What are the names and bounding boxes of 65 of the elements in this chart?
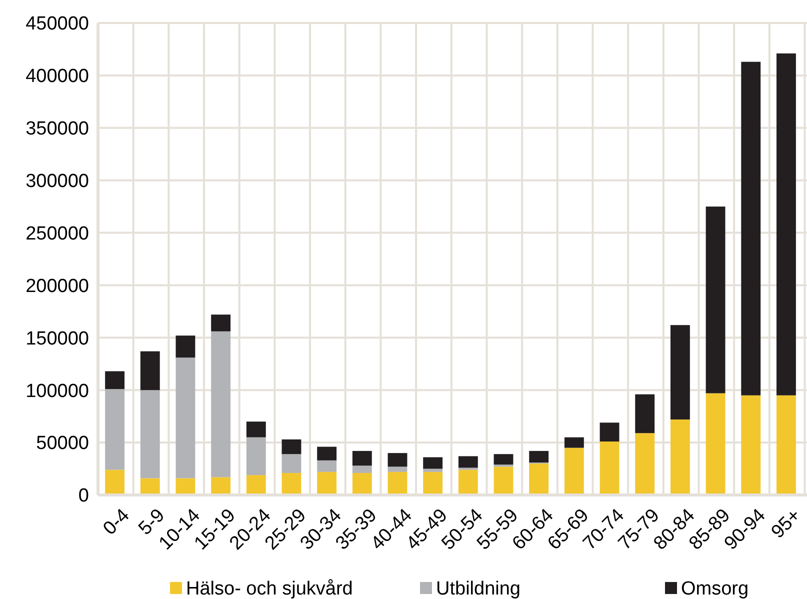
bar — [211, 477, 231, 495]
bar — [246, 475, 266, 495]
bar — [600, 422, 620, 442]
bar — [105, 470, 125, 495]
bar — [352, 450, 372, 466]
bar — [670, 419, 690, 495]
bar — [706, 393, 726, 495]
bar — [282, 439, 302, 454]
bar — [388, 453, 408, 467]
bar — [776, 395, 796, 495]
bar — [423, 468, 443, 472]
bar — [529, 464, 549, 495]
bar — [105, 389, 125, 470]
y-tick-label: 200000 — [26, 276, 89, 297]
y-tick-label: 150000 — [26, 328, 89, 350]
y-tick-label: 0 — [78, 486, 89, 507]
legend-label: Hälso- och sjukvård — [186, 578, 353, 599]
bar — [388, 466, 408, 472]
bar — [140, 351, 160, 390]
bar — [458, 470, 478, 495]
bar — [105, 371, 125, 390]
bar — [741, 62, 761, 396]
bar — [670, 325, 690, 420]
bar — [706, 206, 726, 394]
bar — [741, 395, 761, 495]
legend-label: Utbildning — [436, 578, 520, 599]
y-tick-label: 100000 — [26, 380, 89, 402]
x-tick-label: 95+ — [768, 505, 806, 543]
bar — [140, 478, 160, 495]
bar — [317, 472, 337, 495]
y-tick-label: 50000 — [36, 433, 89, 454]
bar — [282, 472, 302, 495]
bar — [246, 437, 266, 476]
bar — [246, 422, 266, 438]
bar — [494, 454, 514, 465]
bar — [317, 446, 337, 460]
bar — [140, 390, 160, 478]
bar — [635, 433, 655, 495]
bar — [211, 314, 231, 332]
bar — [458, 456, 478, 468]
bar — [317, 460, 337, 472]
y-tick-label: 400000 — [26, 66, 89, 88]
x-tick-label: 0-4 — [99, 504, 134, 540]
bar — [176, 358, 196, 478]
legend-label: Omsorg — [681, 578, 749, 599]
y-tick-label: 350000 — [26, 118, 89, 140]
bar — [564, 437, 584, 448]
bar — [423, 457, 443, 469]
bar — [388, 472, 408, 495]
bar — [176, 478, 196, 495]
bar — [211, 331, 231, 478]
bar — [352, 466, 372, 473]
bar — [494, 466, 514, 495]
bar — [352, 472, 372, 495]
bar — [776, 53, 796, 396]
bar — [282, 454, 302, 473]
y-tick-label: 450000 — [26, 14, 89, 35]
bar — [529, 450, 549, 462]
bar — [564, 448, 584, 495]
bar — [635, 394, 655, 434]
y-tick-label: 250000 — [26, 223, 89, 244]
bar — [600, 442, 620, 495]
bar — [423, 472, 443, 495]
bar — [176, 336, 196, 358]
y-tick-label: 300000 — [26, 170, 89, 192]
